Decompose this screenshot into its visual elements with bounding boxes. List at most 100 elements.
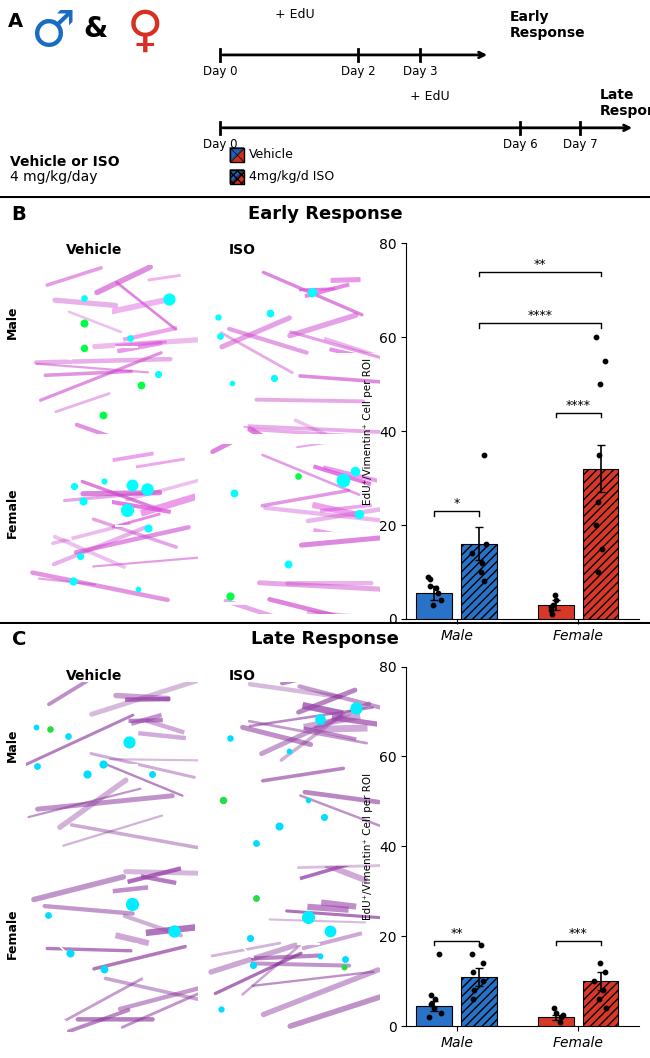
- Bar: [417, 594, 452, 619]
- Text: Late
Response: Late Response: [600, 88, 650, 118]
- Point: [478, 446, 489, 463]
- Point: [79, 289, 89, 306]
- Text: 4 mg/kg/day: 4 mg/kg/day: [10, 169, 98, 184]
- Bar: [230, 169, 244, 184]
- Text: *: *: [454, 497, 460, 510]
- Polygon shape: [230, 148, 244, 162]
- Point: [592, 564, 603, 581]
- Point: [98, 407, 109, 424]
- Point: [467, 990, 478, 1007]
- Bar: [582, 982, 619, 1026]
- Point: [79, 340, 90, 357]
- Point: [479, 573, 489, 590]
- Point: [315, 948, 325, 965]
- Text: Day 7: Day 7: [563, 138, 597, 151]
- Point: [318, 808, 329, 825]
- Point: [591, 329, 601, 346]
- Point: [251, 835, 261, 852]
- Text: Male: Male: [6, 729, 19, 762]
- Polygon shape: [230, 169, 244, 184]
- Text: + EdU: + EdU: [410, 90, 450, 103]
- Bar: [462, 544, 497, 619]
- Point: [595, 376, 605, 393]
- Point: [251, 890, 261, 907]
- Bar: [462, 977, 497, 1026]
- Bar: [15, 65, 185, 154]
- Point: [293, 468, 304, 485]
- Point: [434, 946, 445, 963]
- Text: ****: ****: [527, 309, 552, 323]
- Polygon shape: [230, 169, 244, 184]
- Point: [65, 944, 75, 961]
- Point: [31, 718, 42, 735]
- Point: [426, 986, 437, 1003]
- Point: [339, 951, 350, 968]
- Point: [467, 964, 478, 981]
- Point: [432, 585, 443, 602]
- Text: Day 3: Day 3: [403, 65, 437, 78]
- Text: Early
Response: Early Response: [510, 10, 586, 40]
- Point: [599, 352, 610, 369]
- Point: [79, 315, 89, 332]
- Point: [436, 591, 446, 608]
- Point: [551, 591, 562, 608]
- Point: [590, 516, 601, 533]
- Polygon shape: [230, 148, 244, 162]
- Point: [152, 366, 162, 383]
- Point: [229, 485, 240, 501]
- Text: Day 0: Day 0: [203, 138, 237, 151]
- Text: 4mg/kg/d ISO: 4mg/kg/d ISO: [249, 170, 334, 183]
- Text: Early Response: Early Response: [248, 205, 402, 223]
- Text: ****: ****: [566, 399, 591, 412]
- Point: [558, 1006, 568, 1023]
- Point: [77, 492, 88, 509]
- Text: ***: ***: [569, 927, 588, 941]
- Point: [436, 1004, 446, 1021]
- Point: [597, 982, 608, 999]
- Text: Vehicle: Vehicle: [66, 242, 123, 257]
- Point: [594, 990, 604, 1007]
- Bar: [230, 148, 244, 162]
- Point: [83, 766, 93, 783]
- Text: Male: Male: [6, 306, 19, 340]
- Text: Day 2: Day 2: [341, 65, 375, 78]
- Point: [303, 791, 313, 808]
- Point: [592, 493, 603, 510]
- Point: [283, 743, 294, 760]
- Point: [68, 477, 79, 494]
- Y-axis label: EdU⁺/Vimentin⁺ Cell per ROI: EdU⁺/Vimentin⁺ Cell per ROI: [363, 358, 373, 505]
- Text: Day 6: Day 6: [502, 138, 538, 151]
- Point: [429, 1000, 439, 1017]
- Point: [480, 535, 491, 552]
- Point: [218, 792, 228, 809]
- Text: ♀: ♀: [127, 8, 163, 56]
- Point: [549, 1000, 559, 1017]
- Point: [98, 755, 108, 772]
- Point: [146, 765, 157, 782]
- Point: [43, 907, 53, 924]
- Point: [478, 954, 488, 971]
- Point: [476, 937, 486, 954]
- Point: [467, 946, 477, 963]
- Point: [244, 930, 255, 947]
- Point: [248, 956, 258, 973]
- Point: [226, 588, 236, 605]
- Text: Late Response: Late Response: [251, 631, 399, 649]
- Text: ISO: ISO: [229, 242, 256, 257]
- Point: [546, 601, 556, 618]
- Point: [555, 1014, 566, 1030]
- Point: [213, 309, 224, 326]
- Point: [216, 1000, 226, 1017]
- Text: ISO: ISO: [229, 669, 256, 683]
- Text: Vehicle or ISO: Vehicle or ISO: [10, 154, 120, 169]
- Text: &: &: [83, 15, 107, 43]
- Point: [142, 519, 153, 536]
- Point: [550, 587, 560, 604]
- Point: [63, 727, 73, 744]
- Bar: [538, 605, 574, 619]
- Point: [133, 581, 144, 598]
- Point: [428, 597, 438, 614]
- Point: [547, 606, 557, 623]
- Point: [469, 982, 479, 999]
- Point: [265, 305, 275, 322]
